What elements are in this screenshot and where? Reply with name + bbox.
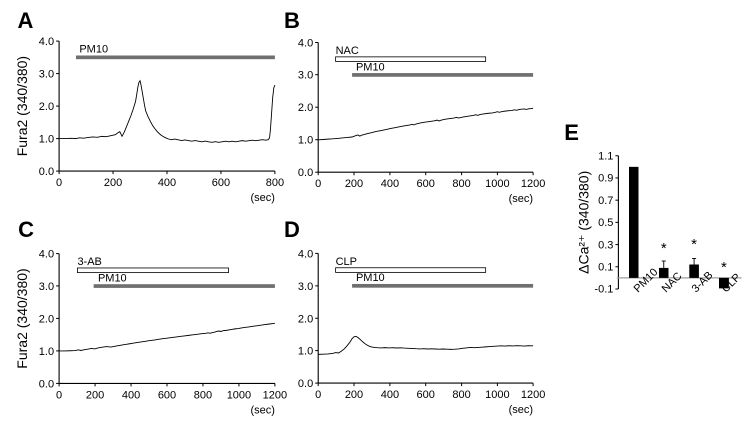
svg-text:*: * xyxy=(721,259,727,276)
svg-text:Fura2 (340/380): Fura2 (340/380) xyxy=(14,268,30,368)
svg-text:1200: 1200 xyxy=(521,389,545,401)
svg-text:*: * xyxy=(661,240,667,257)
svg-text:3.0: 3.0 xyxy=(298,281,313,293)
svg-text:(sec): (sec) xyxy=(250,404,274,416)
svg-text:0.1: 0.1 xyxy=(598,262,613,274)
svg-text:600: 600 xyxy=(158,389,176,401)
svg-text:800: 800 xyxy=(452,389,470,401)
svg-text:PM10: PM10 xyxy=(79,44,108,56)
svg-text:200: 200 xyxy=(345,178,363,190)
svg-text:3.0: 3.0 xyxy=(39,281,54,293)
svg-text:1000: 1000 xyxy=(227,389,251,401)
svg-text:0.0: 0.0 xyxy=(39,378,54,390)
svg-text:PM10: PM10 xyxy=(356,61,385,73)
svg-text:-0.1: -0.1 xyxy=(594,284,613,296)
svg-text:400: 400 xyxy=(381,178,399,190)
svg-text:*: * xyxy=(691,236,697,253)
svg-text:4.0: 4.0 xyxy=(39,36,54,48)
svg-text:200: 200 xyxy=(86,389,104,401)
svg-text:0.0: 0.0 xyxy=(39,166,54,178)
svg-text:NAC: NAC xyxy=(336,45,359,57)
svg-text:(sec): (sec) xyxy=(250,192,274,204)
svg-text:0.3: 0.3 xyxy=(598,239,613,251)
svg-text:200: 200 xyxy=(104,177,122,189)
svg-text:4.0: 4.0 xyxy=(39,249,54,261)
svg-text:4.0: 4.0 xyxy=(298,38,313,50)
svg-text:1200: 1200 xyxy=(521,178,545,190)
svg-text:0.9: 0.9 xyxy=(598,173,613,185)
svg-text:1000: 1000 xyxy=(485,178,509,190)
svg-text:1.1: 1.1 xyxy=(598,151,613,163)
svg-text:3.0: 3.0 xyxy=(39,69,54,81)
svg-text:(sec): (sec) xyxy=(509,404,533,416)
svg-text:600: 600 xyxy=(417,389,435,401)
svg-text:1.0: 1.0 xyxy=(39,346,54,358)
svg-text:2.0: 2.0 xyxy=(39,101,54,113)
svg-text:1.0: 1.0 xyxy=(298,346,313,358)
svg-text:400: 400 xyxy=(122,389,140,401)
svg-text:PM10: PM10 xyxy=(98,272,127,284)
svg-text:(sec): (sec) xyxy=(509,193,533,205)
svg-text:3-AB: 3-AB xyxy=(77,256,101,268)
svg-text:1.0: 1.0 xyxy=(298,135,313,147)
svg-text:3.0: 3.0 xyxy=(298,70,313,82)
svg-text:0: 0 xyxy=(315,178,321,190)
svg-text:800: 800 xyxy=(452,178,470,190)
svg-text:0: 0 xyxy=(56,177,62,189)
svg-text:1000: 1000 xyxy=(485,389,509,401)
svg-text:800: 800 xyxy=(194,389,212,401)
svg-text:0.0: 0.0 xyxy=(298,167,313,179)
svg-text:ΔCa²⁺ (340/380): ΔCa²⁺ (340/380) xyxy=(575,171,591,274)
svg-text:800: 800 xyxy=(266,177,284,189)
svg-text:1200: 1200 xyxy=(263,389,287,401)
svg-text:0.0: 0.0 xyxy=(298,378,313,390)
svg-text:Fura2 (340/380): Fura2 (340/380) xyxy=(14,56,30,156)
svg-text:200: 200 xyxy=(345,389,363,401)
svg-text:1.0: 1.0 xyxy=(39,134,54,146)
svg-text:4.0: 4.0 xyxy=(298,248,313,260)
svg-text:600: 600 xyxy=(417,178,435,190)
svg-text:PM10: PM10 xyxy=(356,272,385,284)
svg-text:600: 600 xyxy=(212,177,230,189)
svg-text:2.0: 2.0 xyxy=(298,102,313,114)
svg-text:0.7: 0.7 xyxy=(598,195,613,207)
svg-text:400: 400 xyxy=(381,389,399,401)
svg-text:400: 400 xyxy=(158,177,176,189)
svg-text:2.0: 2.0 xyxy=(39,313,54,325)
svg-text:2.0: 2.0 xyxy=(298,313,313,325)
svg-text:0: 0 xyxy=(315,389,321,401)
svg-text:CLP: CLP xyxy=(336,256,357,268)
svg-text:0: 0 xyxy=(56,389,62,401)
svg-text:0.5: 0.5 xyxy=(598,217,613,229)
